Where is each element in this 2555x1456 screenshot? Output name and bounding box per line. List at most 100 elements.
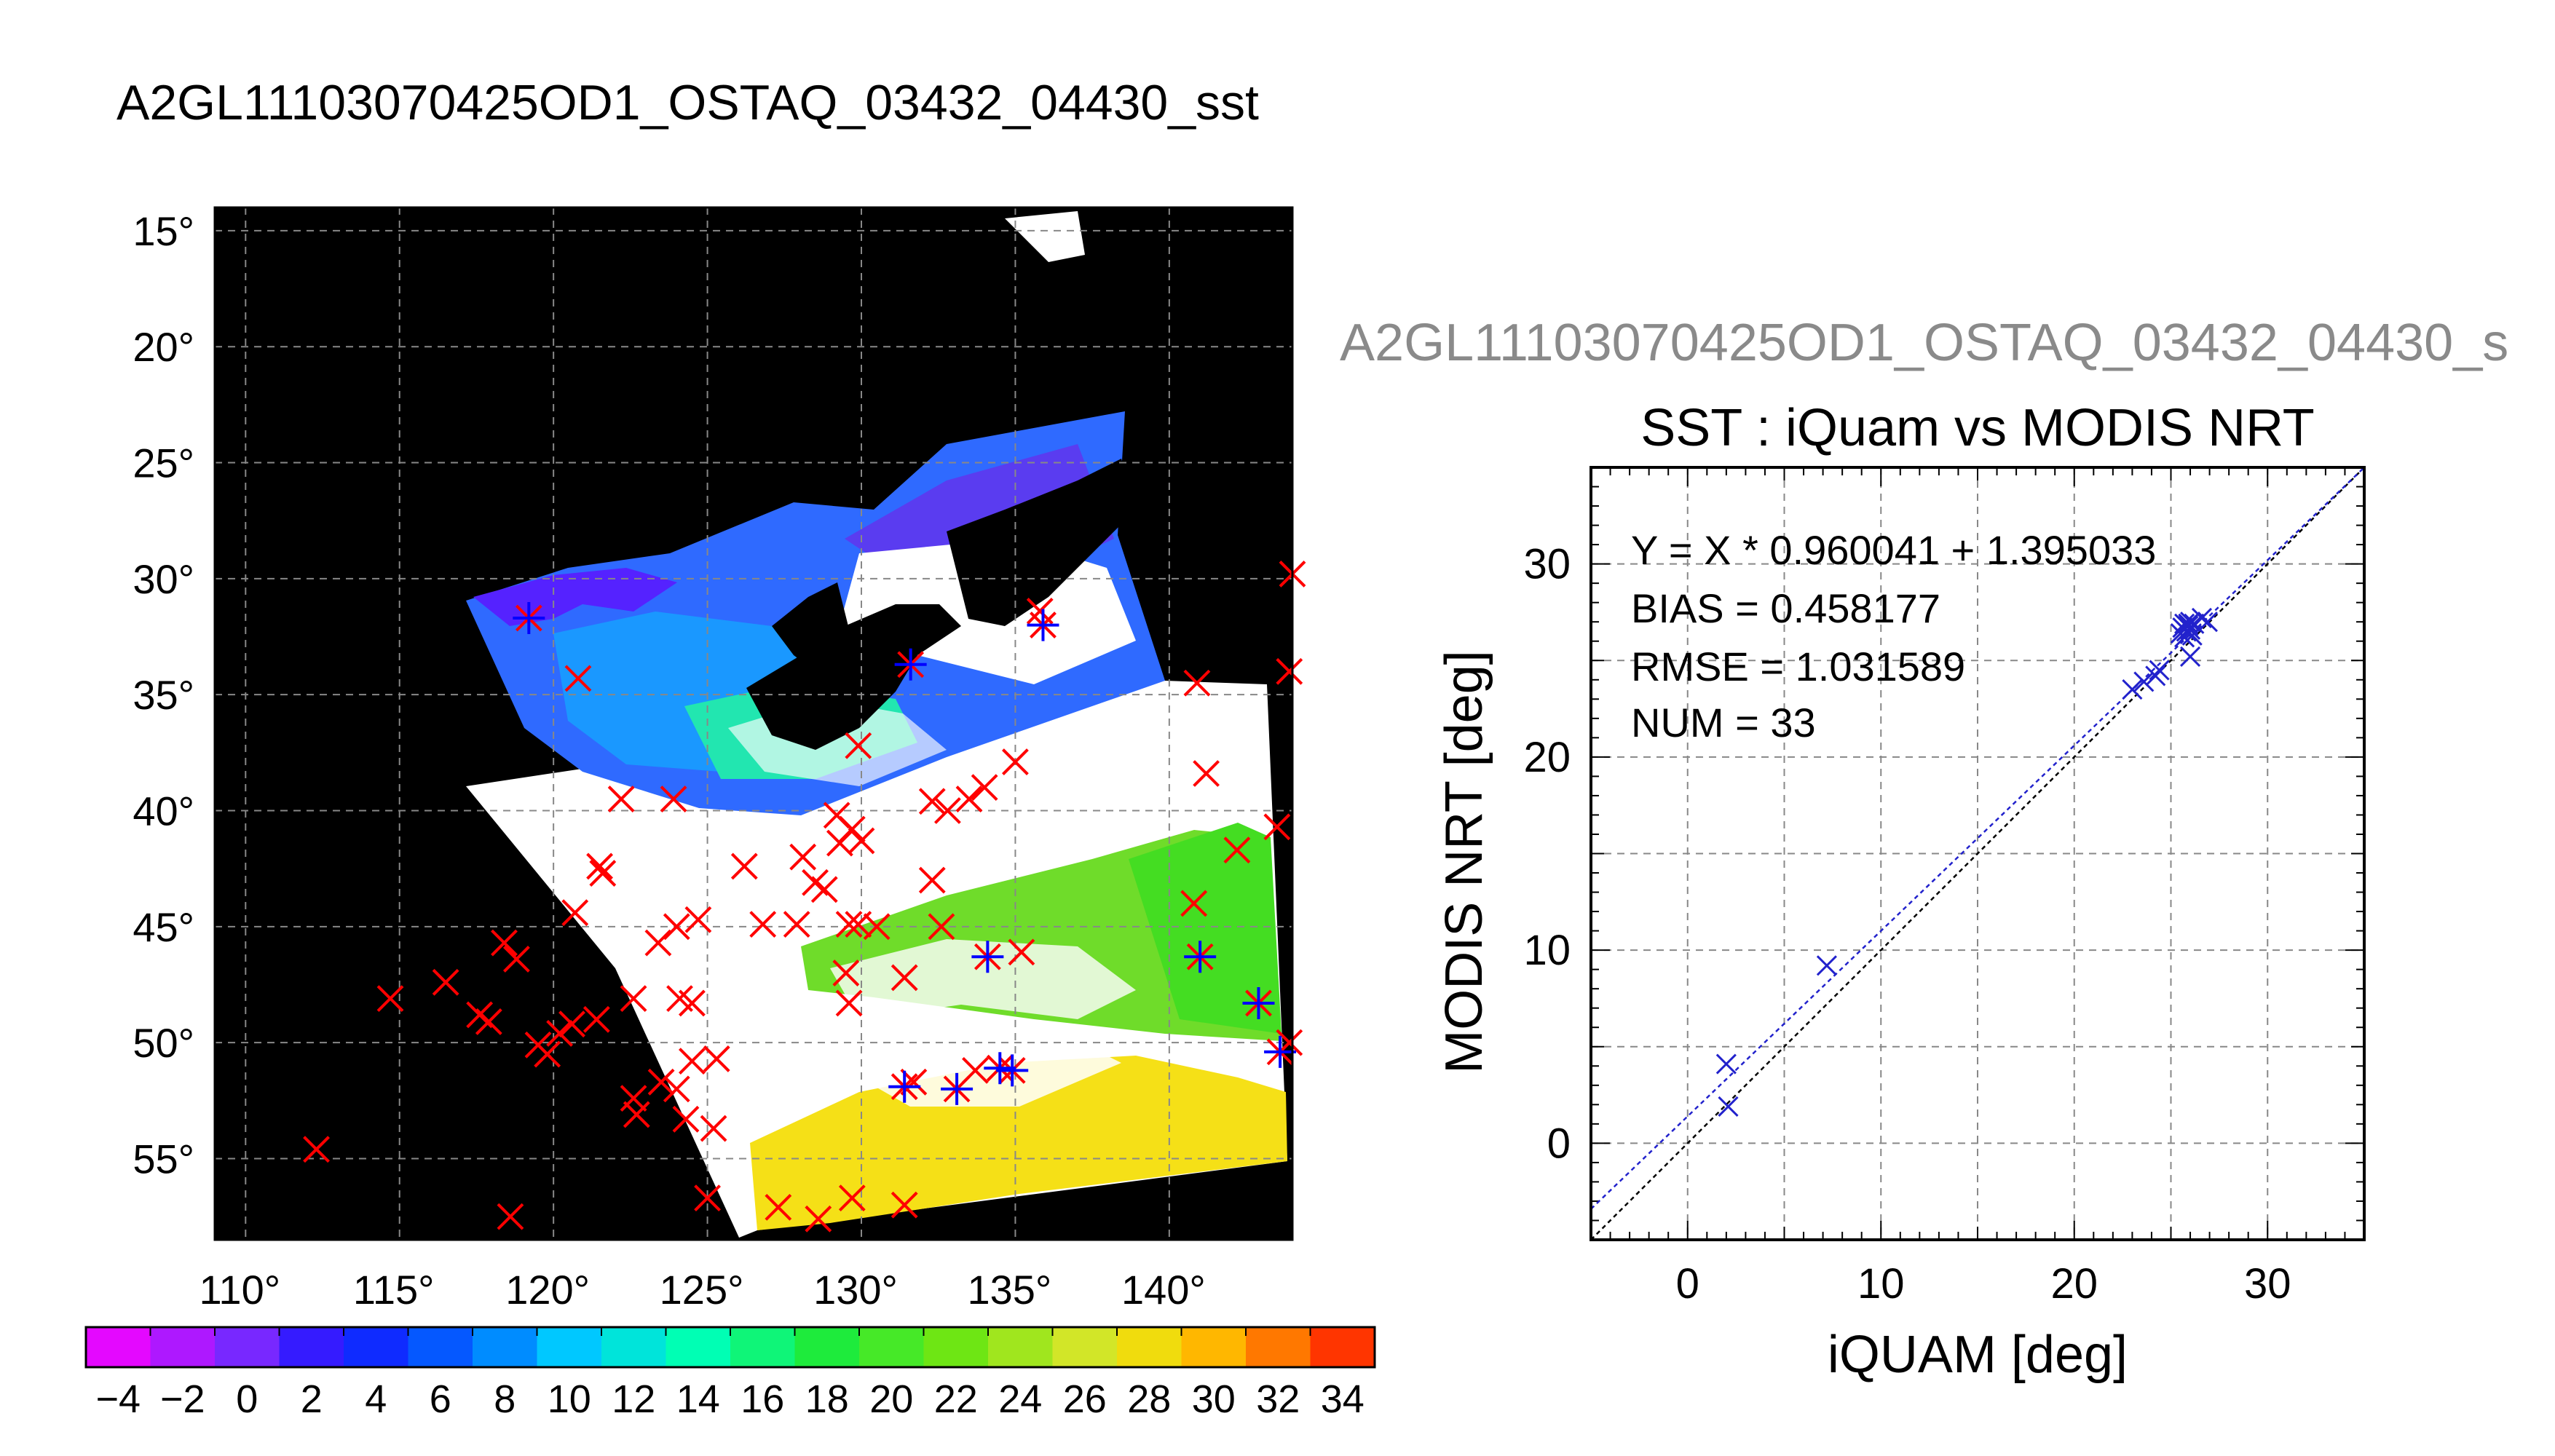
map-obs-marker — [933, 797, 961, 824]
map-lon-label: 110° — [199, 1267, 280, 1313]
colorbar-segment — [86, 1327, 151, 1367]
colorbar-label: 2 — [301, 1377, 323, 1421]
bias-stat: BIAS = 0.458177 — [1631, 585, 1940, 631]
map-obs-marker — [823, 802, 850, 829]
map-lat-label: 30° — [133, 556, 194, 602]
scatter-point — [2179, 612, 2201, 633]
map-obs-marker — [835, 989, 863, 1017]
sst-tropical-south — [750, 1056, 1287, 1230]
scatter-point — [2179, 646, 2201, 668]
map-obs-marker — [1008, 938, 1035, 966]
map-obs-marker — [647, 1068, 675, 1096]
colorbar-label: 12 — [612, 1377, 655, 1421]
scatter-point — [2178, 615, 2199, 636]
map-obs-marker — [971, 774, 998, 802]
colorbar-label: 26 — [1063, 1377, 1107, 1421]
map-obs-marker — [730, 852, 758, 880]
colorbar-label: 10 — [548, 1377, 591, 1421]
map-obs-marker — [962, 1056, 989, 1084]
map-obs-marker — [749, 911, 777, 938]
fit-line — [1590, 467, 2365, 1210]
map-obs-marker — [955, 786, 983, 812]
map-lon-label: 125° — [660, 1267, 744, 1313]
map-obs-marker — [918, 866, 946, 894]
scatter-y-tick-label: 10 — [1523, 927, 1571, 974]
scatter-frame — [1590, 466, 2366, 1241]
map-obs-marker — [672, 1105, 700, 1133]
map-lat-label: 15° — [133, 208, 194, 254]
colorbar-label: 0 — [236, 1377, 258, 1421]
map-obs-marker — [561, 899, 589, 927]
scatter-plot: 0 10 20 30 0 10 20 30 — [1523, 466, 2366, 1307]
map-obs-marker — [918, 788, 946, 815]
colorbar: −4 −2 0 2 4 6 8 10 12 14 16 18 20 22 24 26 28 30 32 34 — [84, 1326, 1376, 1421]
map-obs-marker — [789, 843, 817, 871]
land-korea — [772, 582, 852, 677]
scatter-y-tick-label: 30 — [1523, 541, 1571, 588]
map-obs-marker — [466, 1001, 494, 1029]
sst-subtropical-east — [1129, 823, 1282, 1034]
colorbar-label: 4 — [365, 1377, 387, 1421]
map-lat-label: 20° — [133, 324, 194, 370]
colorbar-segment — [215, 1327, 280, 1367]
map-obs-marker — [663, 1075, 690, 1103]
colorbar-segment — [1310, 1327, 1375, 1367]
scatter-y-tick-label: 20 — [1523, 734, 1571, 781]
colorbar-label: 20 — [869, 1377, 913, 1421]
map-obs-marker — [475, 1008, 502, 1035]
scatter-point — [2174, 627, 2195, 648]
map-obs-marker — [928, 913, 955, 941]
map-obs-marker — [1002, 748, 1029, 775]
sst-map — [213, 206, 1306, 1241]
map-obs-marker — [644, 929, 672, 957]
map-obs-marker — [623, 1101, 650, 1128]
scatter-point — [2133, 671, 2155, 692]
map-lat-label: 35° — [133, 672, 194, 718]
snow-north — [1005, 211, 1085, 262]
map-obs-marker — [810, 876, 838, 903]
map-obs-marker — [845, 732, 872, 759]
map-obs-marker — [848, 827, 875, 855]
colorbar-segment — [923, 1327, 989, 1367]
colorbar-label: 22 — [934, 1377, 978, 1421]
map-obs-marker — [303, 1136, 330, 1163]
colorbar-segment — [666, 1327, 731, 1367]
map-obs-marker — [534, 1040, 561, 1068]
map-obs-marker — [1026, 598, 1054, 625]
colorbar-label: 32 — [1256, 1377, 1300, 1421]
colorbar-segment — [279, 1327, 344, 1367]
map-obs-marker — [835, 911, 863, 938]
identity-line — [1590, 467, 2365, 1241]
map-obs-marker — [663, 913, 690, 941]
colorbar-segment — [859, 1327, 924, 1367]
sst-cloud-band — [830, 939, 1136, 1019]
map-obs-marker — [679, 1048, 706, 1075]
colorbar-label: 16 — [741, 1377, 784, 1421]
map-frame — [213, 206, 1294, 1241]
map-obs-marker — [891, 1191, 918, 1219]
map-obs-marker — [700, 1115, 727, 1142]
map-obs-marker — [863, 913, 891, 941]
sst-cloud-south — [859, 1034, 1121, 1107]
map-obs-marker — [558, 1010, 585, 1038]
colorbar-label: 8 — [494, 1377, 516, 1421]
colorbar-label: 30 — [1192, 1377, 1236, 1421]
map-obs-marker — [765, 1193, 792, 1221]
scatter-x-label: iQUAM [deg] — [1828, 1326, 2128, 1384]
scatter-point — [1715, 1053, 1737, 1075]
map-obs-marker — [783, 911, 810, 938]
colorbar-segment — [1181, 1327, 1247, 1367]
scatter-point — [2122, 678, 2143, 700]
map-obs-marker — [564, 665, 592, 692]
scatter-point — [2197, 612, 2219, 633]
map-obs-marker — [1223, 836, 1251, 864]
colorbar-segment — [730, 1327, 795, 1367]
colorbar-segment — [1117, 1327, 1182, 1367]
land-korea-japan-kyushu — [746, 604, 961, 750]
colorbar-segment — [1246, 1327, 1311, 1367]
scatter-point — [1816, 955, 1837, 976]
map-lat-label: 25° — [133, 440, 194, 486]
map-obs-marker — [502, 946, 530, 973]
colorbar-label: 6 — [430, 1377, 451, 1421]
scatter-y-label: MODIS NRT [deg] — [1435, 650, 1493, 1074]
